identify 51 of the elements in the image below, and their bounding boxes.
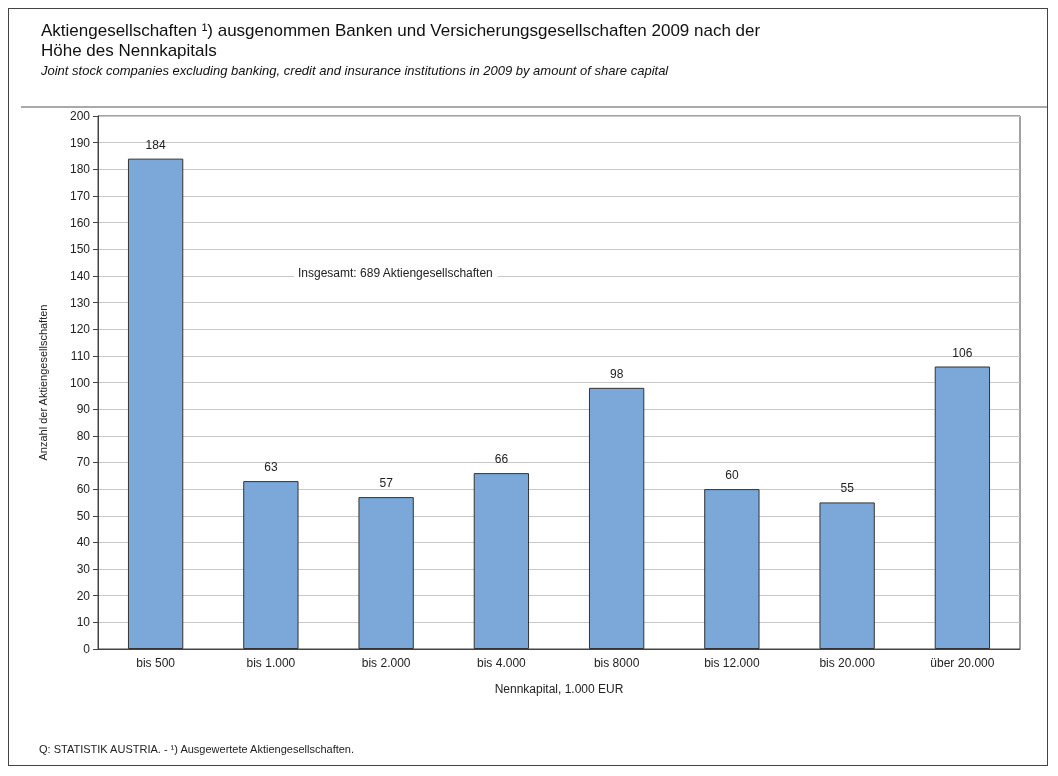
y-tick-label: 10 [76,615,91,630]
y-tick-label: 20 [76,588,91,603]
y-tick-label: 160 [69,215,91,230]
x-tick-label: bis 4.000 [477,656,527,670]
bar [704,489,760,649]
data-label: 66 [494,452,509,467]
bar [934,366,991,649]
y-tick-label: 170 [69,188,91,203]
data-label: 106 [952,345,973,360]
x-tick-label: bis 2.000 [361,656,411,670]
chart-title: Aktiengesellschaften ¹) ausgenommen Banken und Versicherungsgesellschaften 2009 nach der Höhe des Nennkapitals [41,20,765,60]
x-tick-label: bis 8000 [593,656,640,670]
data-label: 63 [264,460,278,475]
y-tick-label: 200 [69,109,91,123]
data-label: 60 [725,468,739,483]
y-tick-label: 120 [69,322,91,337]
bar [127,158,184,649]
x-tick-label: bis 500 [136,656,176,670]
x-tick-label: bis 20.000 [819,656,876,670]
y-tick-label: 70 [76,455,91,470]
y-tick-label: 30 [76,562,91,577]
data-label: 57 [379,476,394,491]
y-tick-label: 50 [76,508,91,523]
data-label: 98 [609,366,624,381]
y-tick-label: 90 [76,402,91,417]
x-tick-label: über 20.000 [930,656,995,670]
bar [358,497,414,649]
bar [588,387,645,649]
x-tick-label: bis 1.000 [246,656,296,670]
bar [819,502,875,649]
x-tick-label: bis 12.000 [704,656,760,670]
y-tick-label: 40 [76,535,91,550]
y-tick-label: 100 [69,375,91,390]
y-axis-title: Anzahl der Aktiengesellschaften [36,304,49,461]
x-axis-title: Nennkapital, 1.000 EUR [494,682,624,696]
chart-subtitle: Joint stock companies excluding banking, credit and insurance institutions in 2009 by amount of share capital [40,63,670,78]
bar [473,473,530,649]
bar [243,481,299,649]
y-tick-label: 190 [69,135,91,150]
y-tick-label: 150 [69,242,91,257]
y-tick-label: 0 [83,642,91,656]
y-tick-label: 60 [76,482,91,497]
y-tick-label: 130 [69,295,91,310]
data-label: 184 [145,137,166,152]
data-label: 55 [840,481,855,496]
y-tick-label: 80 [76,428,91,443]
text: Q: STATISTIK AUSTRIA. - ¹) Ausgewertete Aktiengesellschaften. [39,742,355,755]
y-tick-label: 110 [70,348,91,363]
annotation: Insgesamt: 689 Aktiengesellschaften [298,266,493,280]
y-tick-label: 180 [69,162,91,177]
y-tick-label: 140 [69,268,91,283]
